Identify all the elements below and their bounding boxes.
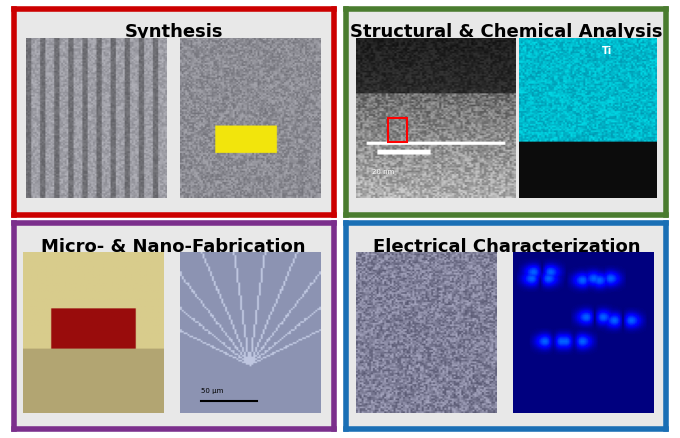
Text: Synthesis: Synthesis	[124, 23, 223, 41]
Text: Micro- & Nano-Fabrication: Micro- & Nano-Fabrication	[41, 237, 306, 255]
Text: Structural & Chemical Analysis: Structural & Chemical Analysis	[350, 23, 662, 41]
Text: Electrical Characterization: Electrical Characterization	[373, 237, 640, 255]
